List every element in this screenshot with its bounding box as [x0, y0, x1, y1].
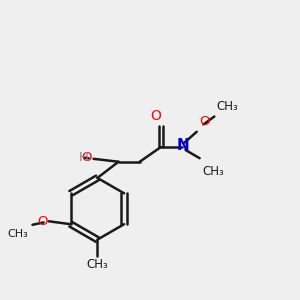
- Text: N: N: [176, 138, 189, 153]
- Text: CH₃: CH₃: [7, 229, 28, 238]
- Text: O: O: [200, 115, 210, 128]
- Text: CH₃: CH₃: [86, 258, 108, 271]
- Text: O: O: [82, 152, 92, 164]
- Text: O: O: [150, 109, 161, 123]
- Text: O: O: [37, 215, 47, 228]
- Text: H: H: [78, 151, 88, 164]
- Text: CH₃: CH₃: [202, 165, 224, 178]
- Text: CH₃: CH₃: [216, 100, 238, 113]
